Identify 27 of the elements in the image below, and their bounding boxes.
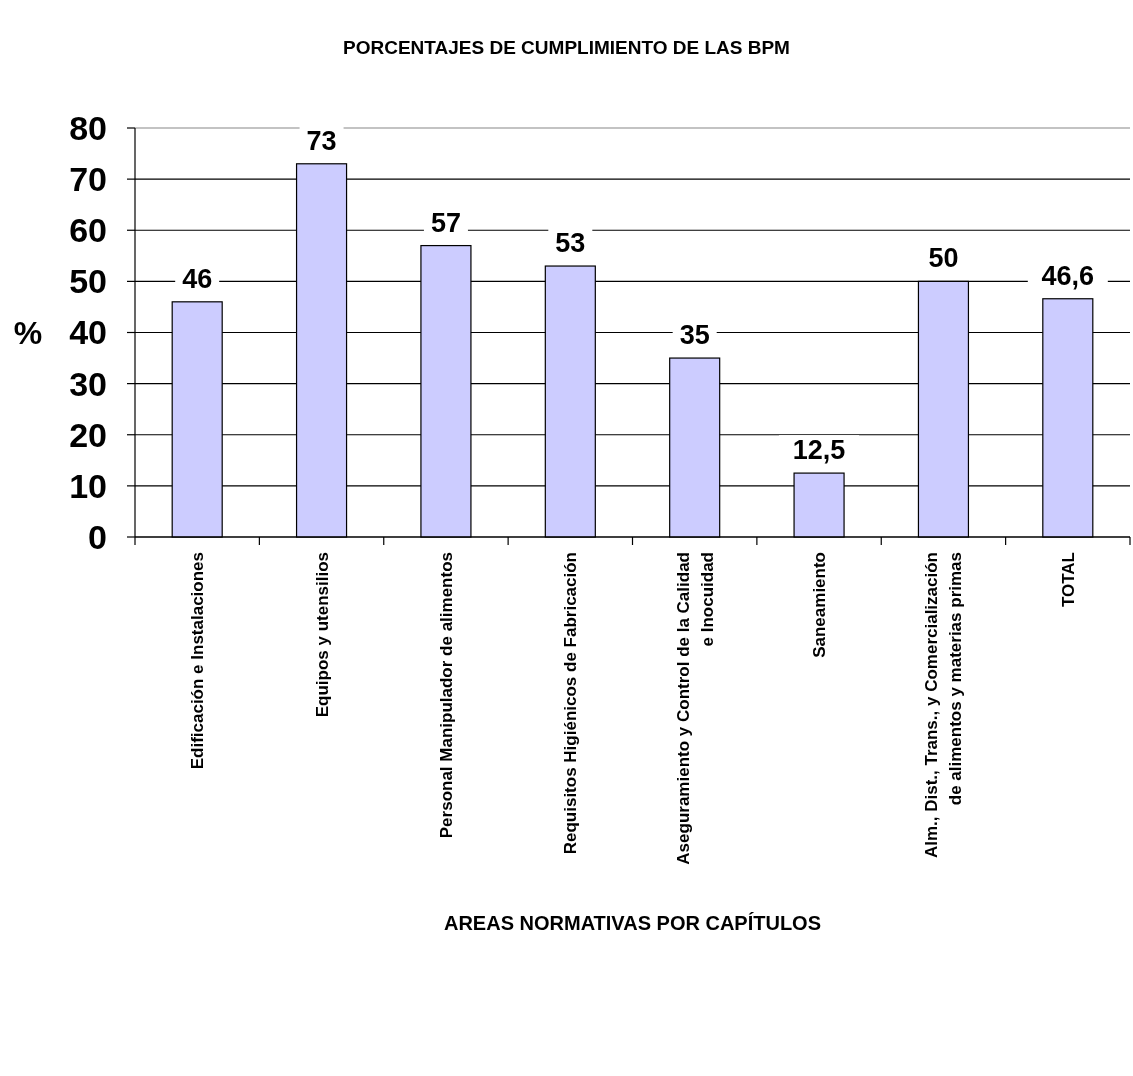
- x-tick-label: Equipos y utensilios: [312, 552, 332, 718]
- y-axis-title: %: [13, 314, 43, 351]
- y-tick-label: 40: [69, 313, 107, 352]
- data-label: 46: [182, 263, 213, 294]
- x-tick-label: TOTAL: [1058, 552, 1078, 608]
- data-label: 53: [555, 228, 586, 259]
- x-axis-title: AREAS NORMATIVAS POR CAPÍTULOS: [443, 912, 822, 934]
- y-tick-label: 0: [88, 517, 107, 556]
- x-tick-label: Saneamiento: [810, 552, 830, 658]
- data-label: 35: [679, 320, 710, 351]
- y-tick-label: 60: [69, 211, 107, 250]
- y-tick-label: 70: [69, 160, 107, 199]
- data-label: 46,6: [1041, 260, 1095, 291]
- y-tick-label: 10: [69, 466, 107, 505]
- data-label: 50: [928, 243, 959, 274]
- y-tick-label: 20: [69, 415, 107, 454]
- chart-title: PORCENTAJES DE CUMPLIMIENTO DE LAS BPM: [343, 37, 790, 58]
- data-label: 57: [430, 207, 461, 238]
- x-tick-label: Personal Manipulador de alimentos: [436, 552, 456, 839]
- y-tick-label: 50: [69, 262, 107, 301]
- x-tick-label: Edificación e Instalaciones: [188, 552, 208, 770]
- y-tick-label: 80: [69, 108, 107, 147]
- data-label: 73: [306, 125, 337, 156]
- x-tick-label: Aseguramiento y Control de la Calidad e Inocuidad: [673, 552, 717, 865]
- y-tick-label: 30: [69, 364, 107, 403]
- x-tick-label: Requisitos Higiénicos de Fabricación: [561, 552, 581, 855]
- data-label: 12,5: [792, 435, 846, 466]
